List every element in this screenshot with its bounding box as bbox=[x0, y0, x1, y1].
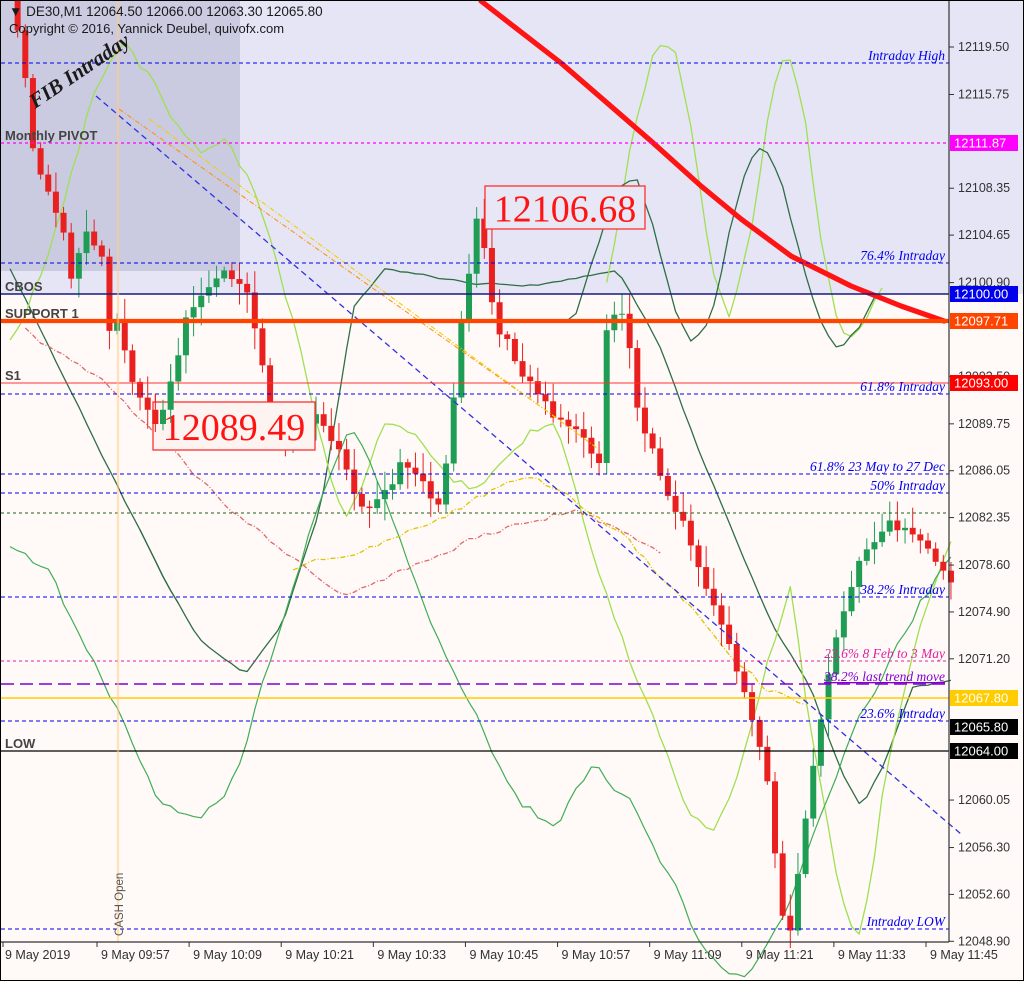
svg-text:12082.35: 12082.35 bbox=[958, 511, 1010, 525]
svg-text:38.2% last trend move: 38.2% last trend move bbox=[823, 669, 945, 684]
svg-text:12071.20: 12071.20 bbox=[958, 652, 1010, 666]
svg-text:12060.05: 12060.05 bbox=[958, 793, 1010, 807]
svg-text:9 May 11:45: 9 May 11:45 bbox=[930, 948, 998, 962]
svg-text:Intraday High: Intraday High bbox=[867, 48, 945, 63]
svg-text:12048.90: 12048.90 bbox=[958, 934, 1010, 948]
svg-text:12064.00: 12064.00 bbox=[954, 744, 1008, 759]
svg-text:12104.65: 12104.65 bbox=[958, 228, 1010, 242]
svg-text:12097.71: 12097.71 bbox=[954, 314, 1008, 329]
svg-text:12089.75: 12089.75 bbox=[958, 417, 1010, 431]
svg-text:12106.68: 12106.68 bbox=[494, 189, 637, 231]
svg-text:23.6% 8 Feb to 3 May: 23.6% 8 Feb to 3 May bbox=[824, 646, 945, 661]
svg-text:12093.00: 12093.00 bbox=[954, 376, 1008, 391]
svg-text:61.8% Intraday: 61.8% Intraday bbox=[860, 379, 945, 394]
svg-text:SUPPORT 1: SUPPORT 1 bbox=[5, 306, 79, 321]
svg-text:Copyright © 2016, Yannick Deub: Copyright © 2016, Yannick Deubel, quivof… bbox=[9, 21, 284, 36]
svg-text:▼ DE30,M1 12064.50 12066.00: ▼ DE30,M1 12064.50 12066.00 12063.30 120… bbox=[9, 4, 323, 19]
svg-text:12100.00: 12100.00 bbox=[954, 287, 1008, 302]
svg-text:9 May 09:57: 9 May 09:57 bbox=[101, 948, 170, 962]
svg-text:23.6% Intraday: 23.6% Intraday bbox=[860, 706, 945, 721]
svg-text:61.8% 23 May to 27 Dec: 61.8% 23 May to 27 Dec bbox=[810, 459, 945, 474]
svg-text:9 May 11:09: 9 May 11:09 bbox=[654, 948, 722, 962]
svg-text:CBOS: CBOS bbox=[5, 279, 43, 294]
svg-text:12086.05: 12086.05 bbox=[958, 464, 1010, 478]
svg-text:12074.90: 12074.90 bbox=[958, 605, 1010, 619]
svg-text:12089.49: 12089.49 bbox=[163, 407, 306, 449]
svg-text:9 May 10:09: 9 May 10:09 bbox=[193, 948, 262, 962]
svg-text:Monthly PIVOT: Monthly PIVOT bbox=[5, 128, 98, 143]
svg-text:9 May 11:33: 9 May 11:33 bbox=[838, 948, 906, 962]
svg-text:12108.35: 12108.35 bbox=[958, 181, 1010, 195]
svg-text:9 May 10:21: 9 May 10:21 bbox=[285, 948, 354, 962]
svg-text:12119.50: 12119.50 bbox=[958, 40, 1009, 54]
svg-text:12111.87: 12111.87 bbox=[954, 136, 1006, 151]
svg-text:S1: S1 bbox=[5, 368, 21, 383]
svg-text:12052.60: 12052.60 bbox=[958, 887, 1010, 901]
svg-text:9 May 10:45: 9 May 10:45 bbox=[469, 948, 538, 962]
svg-text:12115.75: 12115.75 bbox=[958, 87, 1009, 101]
svg-text:12056.30: 12056.30 bbox=[958, 841, 1010, 855]
svg-text:LOW: LOW bbox=[5, 736, 36, 751]
svg-text:76.4% Intraday: 76.4% Intraday bbox=[860, 248, 945, 263]
svg-text:12067.80: 12067.80 bbox=[954, 691, 1008, 706]
svg-text:9 May 11:21: 9 May 11:21 bbox=[746, 948, 814, 962]
svg-text:9 May 2019: 9 May 2019 bbox=[5, 948, 70, 962]
svg-text:12065.80: 12065.80 bbox=[954, 720, 1008, 735]
svg-text:50% Intraday: 50% Intraday bbox=[870, 478, 945, 493]
svg-text:Intraday LOW: Intraday LOW bbox=[866, 914, 947, 929]
svg-text:9 May 10:57: 9 May 10:57 bbox=[562, 948, 631, 962]
svg-text:38.2% Intraday: 38.2% Intraday bbox=[859, 582, 945, 597]
svg-text:9 May 10:33: 9 May 10:33 bbox=[377, 948, 446, 962]
svg-text:CASH Open: CASH Open bbox=[114, 873, 126, 936]
svg-text:12078.60: 12078.60 bbox=[958, 558, 1010, 572]
